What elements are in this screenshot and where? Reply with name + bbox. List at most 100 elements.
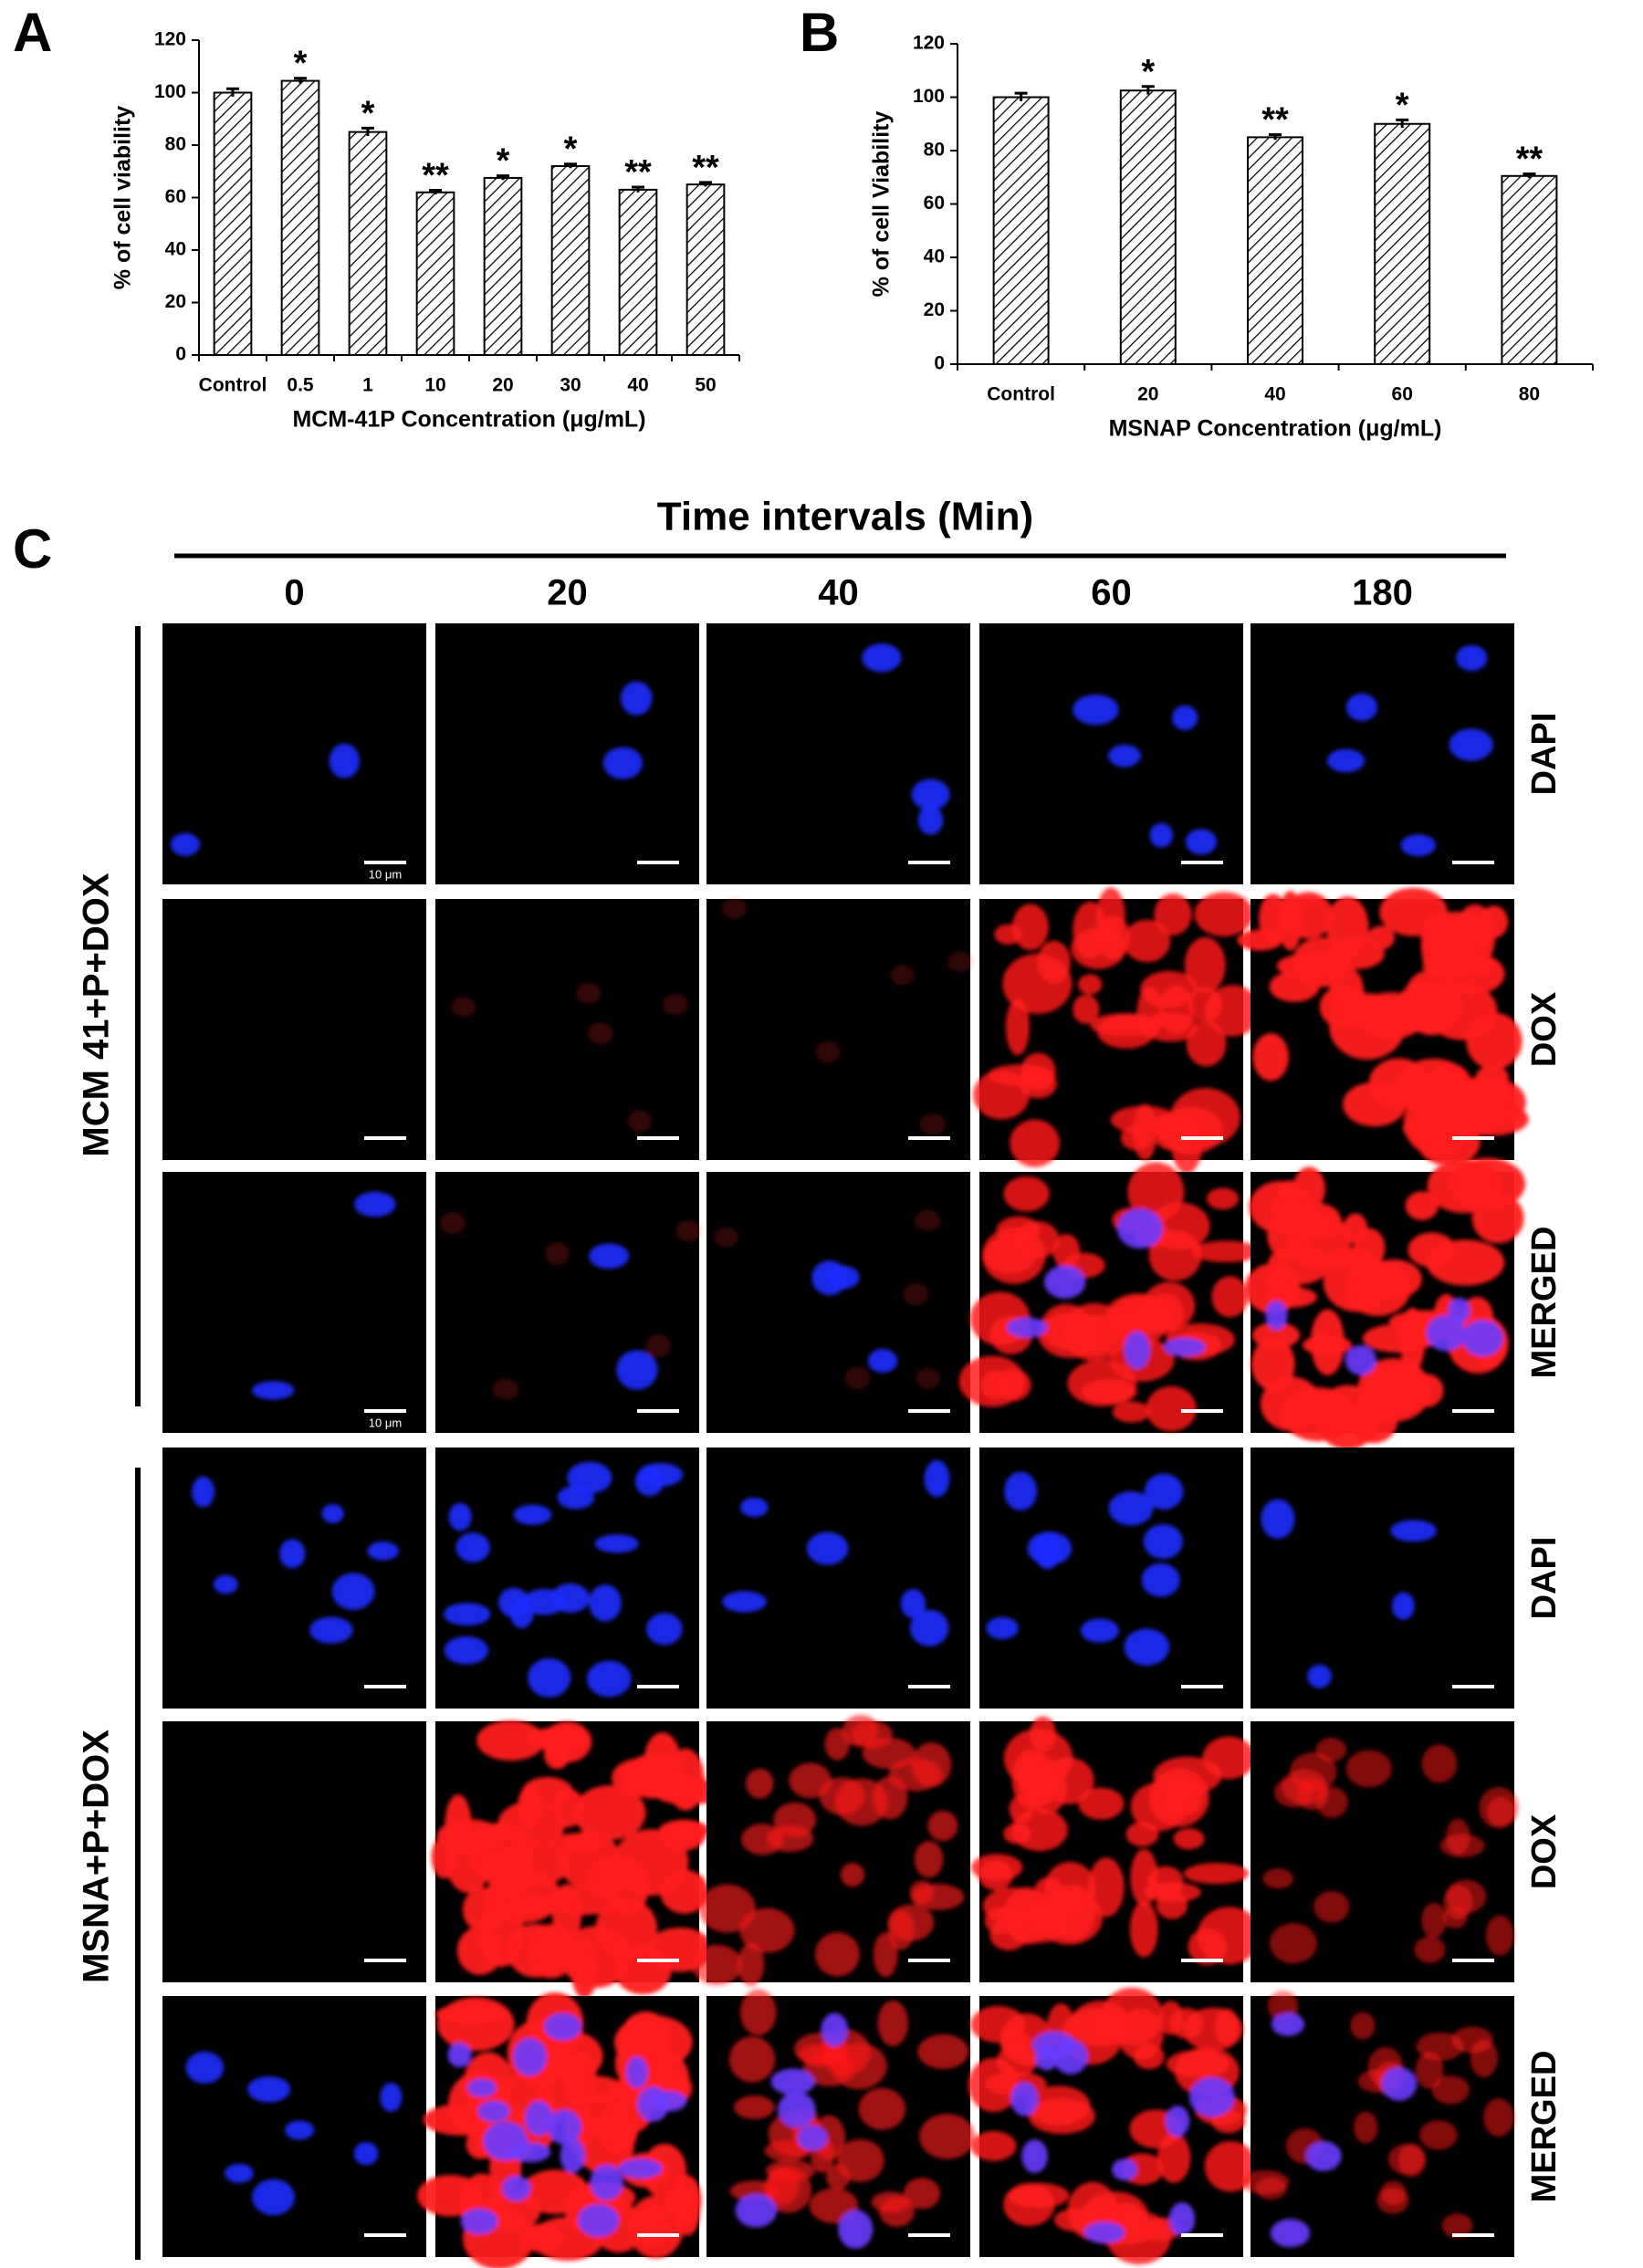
dox-signal: [970, 2005, 1026, 2043]
time-label: 40: [818, 573, 859, 613]
dox-signal: [989, 1919, 1028, 1951]
dox-signal: [1446, 1818, 1470, 1855]
nucleus: [594, 1534, 639, 1553]
image-content: [1237, 887, 1529, 1166]
dox-signal: [1011, 904, 1049, 951]
channel-label: MERGED: [1525, 1227, 1564, 1379]
nucleus: [192, 1476, 215, 1508]
channel-label: DAPI: [1525, 1537, 1564, 1620]
nucleus: [1035, 2046, 1059, 2071]
micrograph: [706, 1172, 970, 1433]
bar: [1247, 136, 1303, 365]
dox-signal: [1329, 967, 1365, 1018]
dox-signal: [660, 1820, 706, 1851]
nucleus: [867, 1349, 898, 1374]
image-content: [1261, 1499, 1437, 1688]
nucleus: [225, 2163, 254, 2183]
dox-signal: [662, 994, 689, 1015]
dox-signal: [497, 1801, 566, 1847]
nucleus: [544, 2012, 582, 2041]
nucleus: [735, 2193, 778, 2228]
dox-signal: [862, 1738, 916, 1770]
image-content: [602, 681, 653, 779]
time-label: 20: [547, 573, 588, 613]
nucleus: [797, 2125, 829, 2151]
nucleus: [778, 2092, 816, 2128]
y-tick-label: 120: [913, 33, 945, 54]
x-tick-label: 20: [1137, 384, 1158, 405]
nucleus: [1144, 1473, 1184, 1510]
nucleus: [170, 832, 201, 856]
error-bar: [497, 174, 509, 181]
dox-signal: [545, 1242, 570, 1265]
nucleus: [1261, 1499, 1295, 1540]
nucleus: [911, 779, 950, 810]
dox-signal: [1350, 2012, 1376, 2040]
micrograph: [979, 1448, 1243, 1709]
dox-signal: [879, 2196, 915, 2227]
dox-signal: [549, 1833, 603, 1854]
nucleus: [528, 1657, 571, 1698]
nucleus: [1043, 1265, 1086, 1299]
nucleus: [1083, 2221, 1125, 2244]
dox-signal: [1414, 1936, 1446, 1963]
dox-signal: [826, 2164, 851, 2190]
nucleus: [560, 2138, 586, 2173]
dox-signal: [728, 2036, 776, 2083]
dox-signal: [1313, 1890, 1350, 1923]
nucleus: [329, 743, 360, 779]
dox-signal: [660, 1869, 709, 1914]
micrograph: [162, 1448, 426, 1709]
dox-signal: [573, 1785, 646, 1841]
dox-signal: [439, 1211, 466, 1235]
micrograph: [435, 1172, 702, 1433]
nucleus: [625, 2056, 648, 2088]
dox-signal: [1042, 1757, 1094, 1804]
dox-signal: [1129, 1901, 1158, 1958]
dox-signal: [1262, 1868, 1294, 1889]
dox-signal: [1146, 1385, 1197, 1432]
nucleus: [739, 1497, 769, 1518]
nucleus: [331, 1573, 375, 1610]
nucleus: [1390, 1520, 1437, 1542]
image-content: [862, 643, 950, 835]
nucleus: [1124, 1628, 1170, 1666]
micrograph: [435, 899, 699, 1160]
significance: **: [624, 153, 652, 192]
nucleus: [806, 1531, 849, 1565]
nucleus: [353, 2141, 379, 2166]
dox-signal: [1479, 1786, 1519, 1829]
dox-signal: [1408, 1232, 1456, 1268]
significance: *: [564, 131, 578, 169]
x-tick-label: 20: [492, 375, 513, 396]
dox-signal: [1127, 1162, 1185, 1222]
nucleus: [448, 1502, 472, 1531]
dox-signal: [1206, 1187, 1240, 1210]
dox-signal: [1190, 1240, 1261, 1263]
dox-signal: [914, 1840, 944, 1878]
nucleus: [567, 1461, 612, 1494]
nucleus: [513, 1504, 552, 1525]
dox-signal: [858, 2087, 906, 2130]
dox-signal: [737, 1942, 765, 1986]
dox-signal: [844, 1366, 871, 1390]
error-bar: [294, 77, 307, 84]
micrograph: [162, 1721, 426, 1982]
nucleus: [722, 1591, 767, 1613]
image-content: [692, 1714, 965, 1986]
dox-signal: [1310, 1309, 1345, 1375]
nucleus: [1448, 1297, 1470, 1324]
bar: [1374, 122, 1431, 365]
dox-signal: [645, 1334, 671, 1357]
dox-signal: [1166, 2050, 1230, 2079]
nucleus: [1006, 1317, 1048, 1338]
dox-signal: [1415, 2051, 1444, 2089]
error-bar: [1523, 172, 1536, 179]
dox-signal: [815, 1932, 860, 1977]
nucleus: [1168, 2201, 1196, 2236]
image-content: [1262, 1738, 1519, 1964]
bar: [280, 79, 320, 356]
micrograph: [958, 1162, 1261, 1433]
bar: [550, 165, 591, 356]
nucleus: [590, 2164, 623, 2200]
